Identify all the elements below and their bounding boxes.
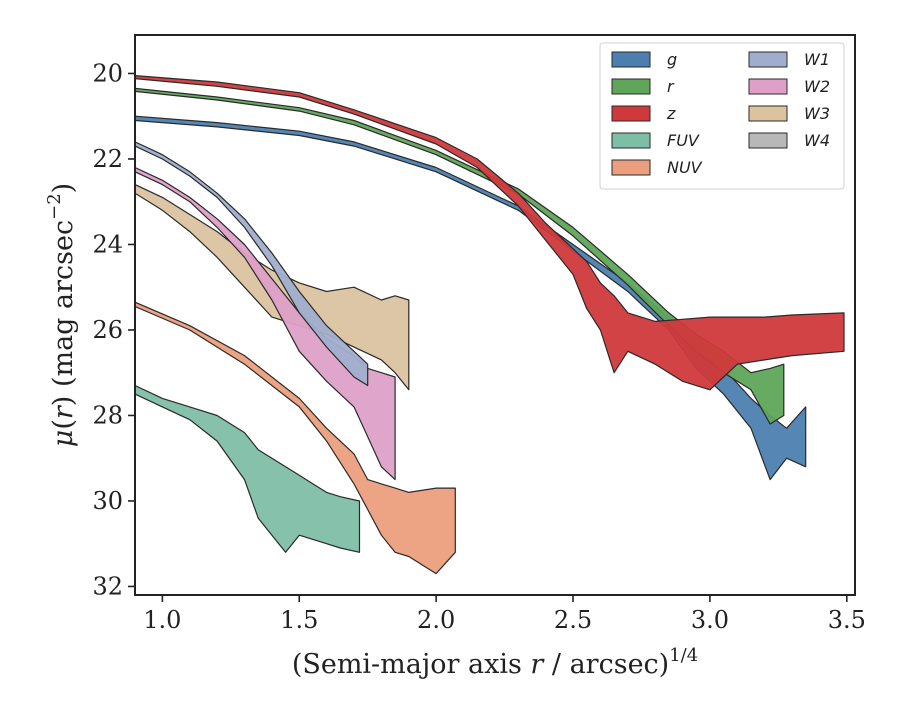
plot-frame (134, 34, 856, 596)
legend-swatch-W4 (748, 132, 788, 149)
x-tick-label: 3.0 (691, 606, 729, 634)
legend-swatch-r (611, 78, 651, 95)
legend: grz FUV NUV W1 W2 W3 W4 (599, 42, 845, 190)
y-tick-label: 22 (92, 145, 123, 173)
y-tick-label: 26 (92, 316, 123, 344)
legend-swatch-g (611, 51, 651, 68)
legend-label-g: g (667, 50, 677, 69)
band-NUV (135, 301, 456, 575)
legend-label-r: r (667, 77, 675, 96)
legend-label-W3: W3 (804, 104, 830, 123)
y-tick-label: 32 (92, 572, 123, 600)
legend-swatch-z (611, 105, 651, 122)
band-z (135, 75, 845, 391)
band-W2 (135, 166, 396, 481)
x-tick-label: 3.5 (828, 606, 866, 634)
ticks-layer: 1.0 1.5 2.0 2.5 3.0 3.5 20 22 24 26 28 30 32 (92, 59, 865, 634)
x-tick-label: 2.5 (554, 606, 592, 634)
legend-label-W1: W1 (804, 50, 830, 69)
legend-label-z: z (666, 104, 676, 123)
y-axis-label: μ(r) (mag arcsec−2) (44, 183, 79, 447)
legend-swatch-W1 (748, 51, 788, 68)
band-W1 (135, 141, 369, 387)
x-tick-label: 1.0 (143, 606, 181, 634)
y-tick-label: 20 (92, 59, 123, 87)
legend-swatch-W2 (748, 78, 788, 95)
legend-label-W4: W4 (804, 131, 830, 150)
x-tick-label: 2.0 (417, 606, 455, 634)
y-tick-label: 30 (92, 487, 123, 515)
legend-label-NUV: NUV (667, 158, 703, 177)
y-tick-label: 24 (92, 230, 123, 258)
bands-layer (135, 75, 845, 575)
y-tick-label: 28 (92, 401, 123, 429)
legend-swatch-FUV (611, 132, 651, 149)
x-tick-label: 1.5 (280, 606, 318, 634)
legend-label-W2: W2 (804, 77, 830, 96)
legend-swatch-W3 (748, 105, 788, 122)
legend-label-FUV: FUV (667, 131, 700, 150)
legend-swatch-NUV (611, 159, 651, 176)
band-FUV (135, 384, 361, 553)
x-axis-label: (Semi-major axis r / arcsec)1/4 (292, 645, 698, 680)
